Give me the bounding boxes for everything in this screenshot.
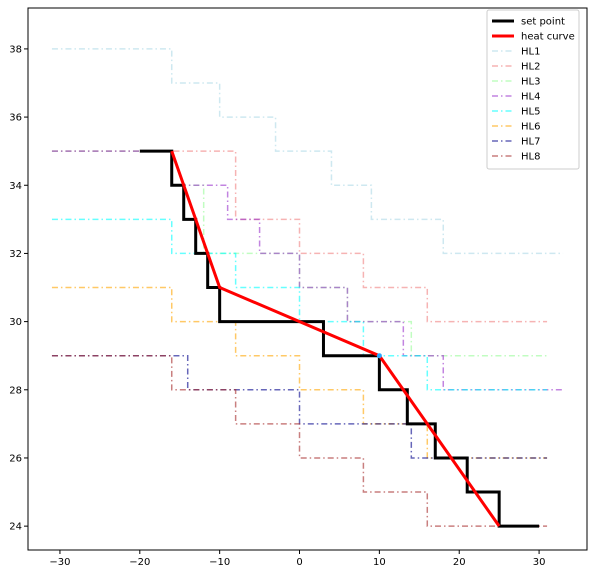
legend-label-hl2: HL2 — [521, 62, 540, 73]
marker-point — [376, 353, 382, 359]
legend: set point heat curve HL1 HL2 HL3 HL4 HL5 HL6 HL7… — [486, 9, 580, 170]
series-line-heat-curve — [170, 150, 501, 528]
legend-label-hl3: HL3 — [521, 77, 540, 88]
series-line-hl5 — [51, 218, 548, 391]
series-line-set-point — [139, 149, 540, 528]
x-tick-label: 30 — [533, 557, 546, 568]
legend-label-hl1: HL1 — [521, 47, 540, 58]
series-line-hl6 — [51, 286, 548, 459]
legend-label-set-point: set point — [521, 17, 565, 28]
legend-label-heat-curve: heat curve — [521, 32, 575, 43]
axes-frame — [27, 7, 588, 551]
legend-label-hl5: HL5 — [521, 107, 540, 118]
x-tick-label: −10 — [209, 557, 230, 568]
y-tick-label: 36 — [9, 113, 22, 124]
x-tick-label: 20 — [453, 557, 466, 568]
legend-label-hl8: HL8 — [521, 152, 540, 163]
y-tick-label: 32 — [9, 249, 22, 260]
legend-label-hl6: HL6 — [521, 122, 540, 133]
series-line-hl2 — [51, 150, 548, 323]
legend-box — [486, 9, 580, 170]
series-line-hl4 — [51, 150, 564, 391]
y-tick-label: 24 — [9, 522, 22, 533]
y-tick-label: 34 — [9, 181, 22, 192]
x-tick-label: −20 — [129, 557, 150, 568]
x-tick-label: −30 — [49, 557, 70, 568]
series-line-hl1 — [51, 48, 564, 255]
series-group — [51, 48, 564, 528]
x-tick-label: 0 — [296, 557, 302, 568]
y-tick-label: 30 — [9, 317, 22, 328]
y-tick-label: 38 — [9, 44, 22, 55]
legend-label-hl4: HL4 — [521, 92, 540, 103]
x-tick-label: 10 — [373, 557, 386, 568]
legend-label-hl7: HL7 — [521, 137, 540, 148]
series-line-hl7 — [51, 354, 548, 459]
series-line-hl8 — [51, 354, 548, 527]
y-tick-label: 28 — [9, 385, 22, 396]
y-tick-label: 26 — [9, 453, 22, 464]
